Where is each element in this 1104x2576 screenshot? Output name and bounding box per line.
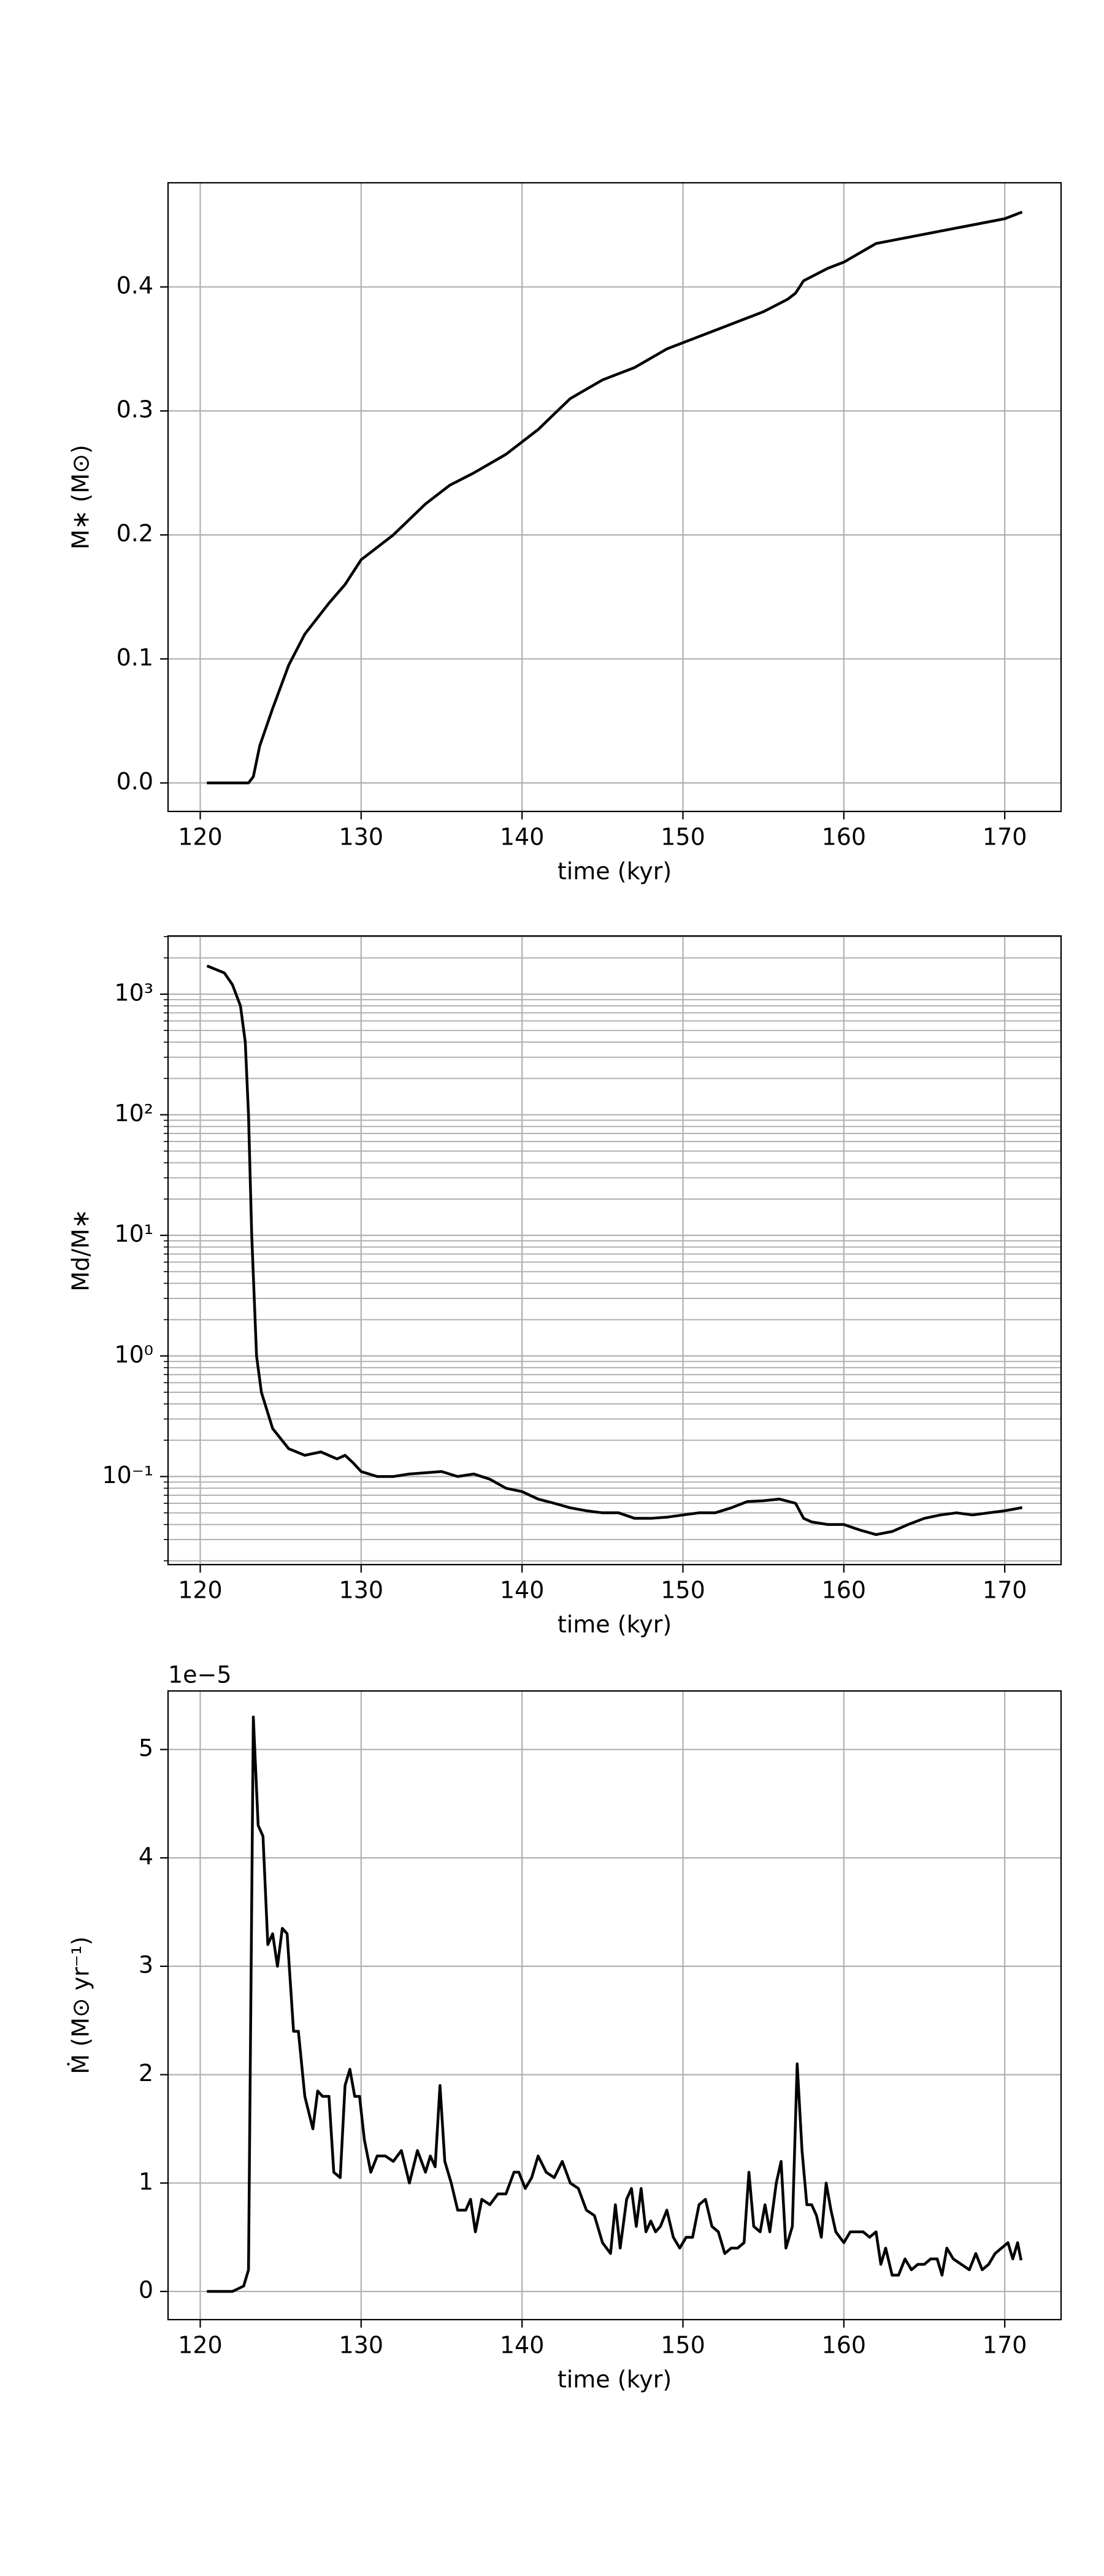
x-tick-label: 150: [661, 1577, 705, 1604]
data-line: [206, 964, 1023, 1536]
y-tick-label: 10⁻¹: [102, 1462, 153, 1489]
data-line: [207, 1715, 1023, 2293]
y-axis-label: M∗ (M⊙): [67, 445, 94, 550]
y-axis-label: Md/M∗: [67, 1209, 94, 1291]
x-tick-label: 150: [661, 2332, 705, 2359]
data-line: [207, 210, 1023, 784]
y-tick-label: 10²: [114, 1100, 153, 1127]
x-tick-label: 170: [983, 2332, 1027, 2359]
x-axis-label: time (kyr): [558, 2366, 672, 2393]
axes-frame: [167, 1690, 1062, 2321]
y-tick-label: 3: [139, 1951, 153, 1978]
y-tick-label: 0.1: [117, 644, 153, 671]
y-tick-label: 0: [139, 2277, 153, 2304]
x-tick-label: 170: [983, 1577, 1027, 1604]
y-tick-label: 2: [139, 2060, 153, 2087]
x-axis-label: time (kyr): [558, 858, 672, 885]
y-tick-label: 0.0: [117, 768, 153, 795]
x-tick-label: 150: [661, 824, 705, 851]
y-tick-label: 10⁰: [114, 1341, 153, 1368]
y-tick-label: 0.2: [117, 520, 153, 547]
axes-frame: [167, 182, 1062, 813]
y-tick-label: 0.3: [117, 396, 153, 423]
y-tick-label: 4: [139, 1843, 153, 1870]
x-tick-label: 120: [178, 1577, 223, 1604]
x-axis-label: time (kyr): [558, 1611, 672, 1638]
y-axis-label: Ṁ (M⊙ yr⁻¹): [67, 1936, 94, 2074]
x-tick-label: 130: [339, 2332, 384, 2359]
x-tick-label: 130: [339, 1577, 384, 1604]
x-tick-label: 170: [983, 824, 1027, 851]
axes-frame: [167, 935, 1062, 1566]
x-tick-label: 120: [178, 824, 223, 851]
x-tick-label: 120: [178, 2332, 223, 2359]
y-tick-label: 10¹: [114, 1221, 153, 1248]
x-tick-label: 140: [500, 824, 545, 851]
y-tick-label: 10³: [114, 979, 153, 1006]
x-tick-label: 160: [822, 824, 867, 851]
x-tick-label: 140: [500, 2332, 545, 2359]
offset-text: 1e−5: [168, 1662, 232, 1689]
x-tick-label: 140: [500, 1577, 545, 1604]
y-tick-label: 5: [139, 1735, 153, 1761]
y-tick-label: 0.4: [117, 272, 153, 299]
x-tick-label: 130: [339, 824, 384, 851]
x-tick-label: 160: [822, 1577, 867, 1604]
y-tick-label: 1: [139, 2168, 153, 2195]
x-tick-label: 160: [822, 2332, 867, 2359]
